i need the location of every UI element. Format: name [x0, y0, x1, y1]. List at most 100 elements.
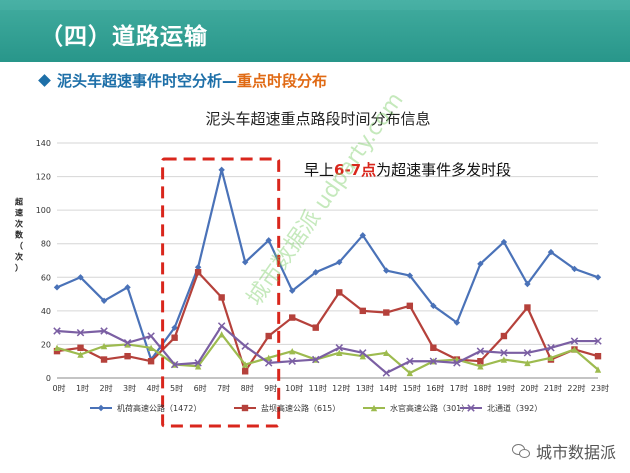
- data-point: [241, 404, 249, 412]
- chart-legend: 机荷高速公路（1472） 盐坝高速公路（615） 水官高速公路（301） 北通道（39…: [90, 403, 542, 413]
- x-tick-label: 21时: [544, 383, 562, 393]
- data-point: [594, 352, 602, 360]
- legend-label: 机荷高速公路（1472）: [117, 403, 201, 413]
- x-tick-label: 20时: [520, 383, 538, 393]
- data-point: [194, 359, 202, 367]
- data-point: [406, 369, 414, 377]
- x-tick-label: 13时: [356, 383, 374, 393]
- x-tick-label: 7时: [217, 383, 230, 393]
- data-point: [241, 342, 249, 350]
- series-line: [56, 271, 599, 373]
- data-point: [524, 359, 531, 367]
- x-tick-label: 15时: [403, 383, 421, 393]
- data-point: [218, 294, 225, 301]
- data-point: [289, 287, 296, 294]
- data-point: [77, 274, 84, 281]
- data-point: [477, 358, 484, 365]
- chart-annotation: 早上6-7点为超速事件多发时段: [304, 161, 511, 179]
- x-tick-label: 2时: [99, 383, 112, 393]
- data-point: [336, 289, 343, 296]
- data-point: [467, 404, 475, 412]
- y-tick-label: 20: [41, 340, 51, 349]
- x-tick-label: 16时: [426, 383, 444, 393]
- data-point: [500, 332, 508, 340]
- data-point: [406, 302, 414, 310]
- data-point: [524, 304, 531, 311]
- x-tick-label: 10时: [285, 383, 303, 393]
- header-bar: （四）道路运输: [0, 0, 630, 62]
- data-point: [594, 366, 602, 373]
- page-title: （四）道路运输: [40, 24, 208, 50]
- wechat-icon: [511, 444, 530, 458]
- data-point: [171, 334, 178, 341]
- data-point: [359, 307, 366, 315]
- data-point: [241, 368, 249, 375]
- data-point: [265, 332, 272, 340]
- data-point: [406, 357, 414, 365]
- legend-label: 水官高速公路（301）: [390, 403, 469, 413]
- chart-grid: [57, 142, 598, 379]
- data-point: [194, 264, 202, 271]
- data-point: [571, 346, 578, 353]
- section-title-highlight: 重点时段分布: [237, 72, 328, 90]
- series-line: [56, 333, 599, 375]
- data-point: [147, 332, 155, 340]
- x-tick-label: 17时: [450, 383, 468, 393]
- data-point: [359, 349, 367, 357]
- data-point: [170, 360, 179, 369]
- data-point: [289, 314, 296, 321]
- data-point: [100, 327, 108, 335]
- data-point: [147, 344, 155, 351]
- data-point: [547, 344, 555, 352]
- section-title-main: 泥头车超速事件时空分析—: [57, 72, 238, 90]
- legend-label: 盐坝高速公路（615）: [261, 403, 340, 413]
- data-point: [524, 280, 531, 288]
- x-tick-label: 14时: [379, 383, 397, 393]
- brand-name: 城市数据派: [535, 443, 616, 462]
- data-point: [523, 349, 532, 357]
- x-tick-label: 3时: [123, 383, 136, 393]
- annotation-prefix: 早上: [304, 161, 334, 179]
- data-point: [571, 265, 578, 273]
- data-point: [594, 274, 602, 281]
- y-axis-label-char: （: [15, 241, 23, 251]
- data-point: [53, 327, 61, 335]
- annotation-highlight: 6-7点: [334, 161, 376, 179]
- data-point: [53, 344, 61, 351]
- data-point: [53, 284, 61, 291]
- data-point: [265, 354, 272, 362]
- data-point: [76, 328, 85, 337]
- x-tick-label: 1时: [76, 383, 89, 393]
- data-point: [124, 341, 131, 348]
- y-tick-label: 120: [36, 173, 51, 182]
- data-point: [312, 324, 319, 331]
- x-tick-label: 23时: [591, 383, 609, 393]
- data-point: [53, 347, 61, 355]
- data-point: [547, 248, 555, 256]
- y-axis-label-char: 数: [15, 230, 24, 240]
- data-point: [77, 344, 84, 351]
- data-point: [547, 354, 555, 362]
- x-tick-label: 22时: [567, 383, 585, 393]
- y-axis-label-char: 超: [14, 197, 24, 207]
- data-point: [382, 369, 391, 377]
- y-tick-label: 100: [36, 206, 51, 215]
- data-point: [594, 337, 602, 345]
- data-point: [217, 322, 226, 330]
- y-tick-label: 140: [36, 139, 51, 148]
- line-chart: 泥头车超速重点路段时间分布信息 0 20 40 60 80 100 120 140 0时 1时 2…: [14, 93, 609, 428]
- data-point: [429, 357, 438, 365]
- data-point: [100, 297, 108, 304]
- y-axis-label-char: 次: [15, 252, 23, 262]
- data-point: [97, 404, 105, 412]
- y-axis-label-char: ）: [15, 263, 23, 273]
- series-group: [53, 269, 602, 375]
- data-point: [383, 349, 390, 357]
- annotation-suffix: 为超速事件多发时段: [376, 161, 511, 179]
- x-tick-label: 8时: [241, 383, 254, 393]
- y-tick-label: 80: [41, 240, 51, 249]
- data-point: [194, 269, 202, 276]
- y-axis-ticks: 0 20 40 60 80 100 120 140: [36, 139, 51, 383]
- data-point: [194, 363, 202, 370]
